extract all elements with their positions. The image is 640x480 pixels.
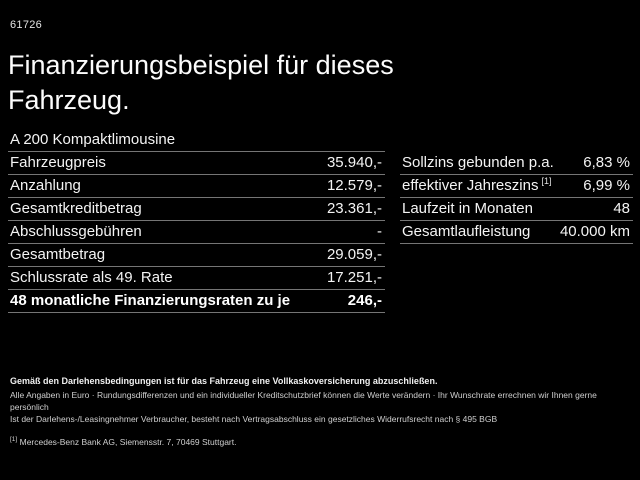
table-row: effektiver Jahreszins [1] 6,99 % — [400, 175, 633, 198]
finance-table: A 200 Kompaktlimousine Fahrzeugpreis 35.… — [8, 130, 385, 313]
table-row: Laufzeit in Monaten 48 — [400, 198, 633, 221]
table-row: Gesamtkreditbetrag 23.361,- — [8, 198, 385, 221]
row-label: Laufzeit in Monaten — [402, 200, 533, 217]
row-value: 6,83 % — [583, 154, 630, 171]
row-label: Gesamtkreditbetrag — [10, 200, 142, 217]
row-label: 48 monatliche Finanzierungsraten zu je — [10, 292, 291, 309]
table-row: Gesamtlaufleistung 40.000 km — [400, 221, 633, 244]
footnote-text: Mercedes-Benz Bank AG, Siemensstr. 7, 70… — [19, 436, 237, 447]
conditions-table: Sollzins gebunden p.a. 6,83 % effektiver… — [400, 152, 633, 244]
row-label: Fahrzeugpreis — [10, 154, 106, 171]
row-label: Abschlussgebühren — [10, 223, 142, 240]
row-label: Schlussrate als 49. Rate — [10, 269, 173, 286]
row-value: 23.361,- — [326, 200, 382, 217]
page-title: Finanzierungsbeispiel für dieses Fahrzeu… — [8, 50, 394, 115]
row-label: Gesamtlaufleistung — [402, 223, 531, 240]
table-row: Schlussrate als 49. Rate 17.251,- — [8, 267, 385, 290]
row-label: Anzahlung — [10, 177, 81, 194]
row-label: Gesamtbetrag — [10, 246, 106, 263]
monthly-rate-total-row: 48 monatliche Finanzierungsraten zu je 2… — [8, 290, 385, 313]
row-value: 29.059,- — [326, 246, 382, 263]
table-row: Abschlussgebühren - — [8, 221, 385, 244]
row-label: effektiver Jahreszins [1] — [402, 176, 552, 195]
row-label: Sollzins gebunden p.a. — [402, 154, 554, 171]
row-value: 17.251,- — [326, 269, 382, 286]
row-value: 40.000 km — [559, 223, 630, 240]
table-row: Sollzins gebunden p.a. 6,83 % — [400, 152, 633, 175]
row-value: 12.579,- — [326, 177, 382, 194]
table-row: Gesamtbetrag 29.059,- — [8, 244, 385, 267]
row-value: 6,99 % — [583, 177, 630, 194]
bank-footnote: [1] Mercedes-Benz Bank AG, Siemensstr. 7… — [10, 436, 632, 447]
footnotes: Gemäß den Darlehensbedingungen ist für d… — [10, 376, 632, 447]
row-value: 48 — [613, 200, 630, 217]
withdrawal-note: Ist der Darlehens-/Leasingnehmer Verbrau… — [10, 414, 498, 424]
page-code: 61726 — [10, 19, 43, 31]
table-row: Fahrzeugpreis 35.940,- — [8, 152, 385, 175]
vehicle-model-header: A 200 Kompaktlimousine — [8, 130, 385, 152]
insurance-note: Gemäß den Darlehensbedingungen ist für d… — [10, 376, 438, 386]
row-value: 246,- — [347, 292, 382, 309]
footnote-reference: [1] — [541, 176, 552, 186]
info-note: Alle Angaben in Euro · Rundungsdifferenz… — [10, 390, 597, 412]
row-value: 35.940,- — [326, 154, 382, 171]
row-value: - — [377, 223, 382, 240]
table-row: Anzahlung 12.579,- — [8, 175, 385, 198]
footnote-marker: [1] — [10, 436, 18, 443]
